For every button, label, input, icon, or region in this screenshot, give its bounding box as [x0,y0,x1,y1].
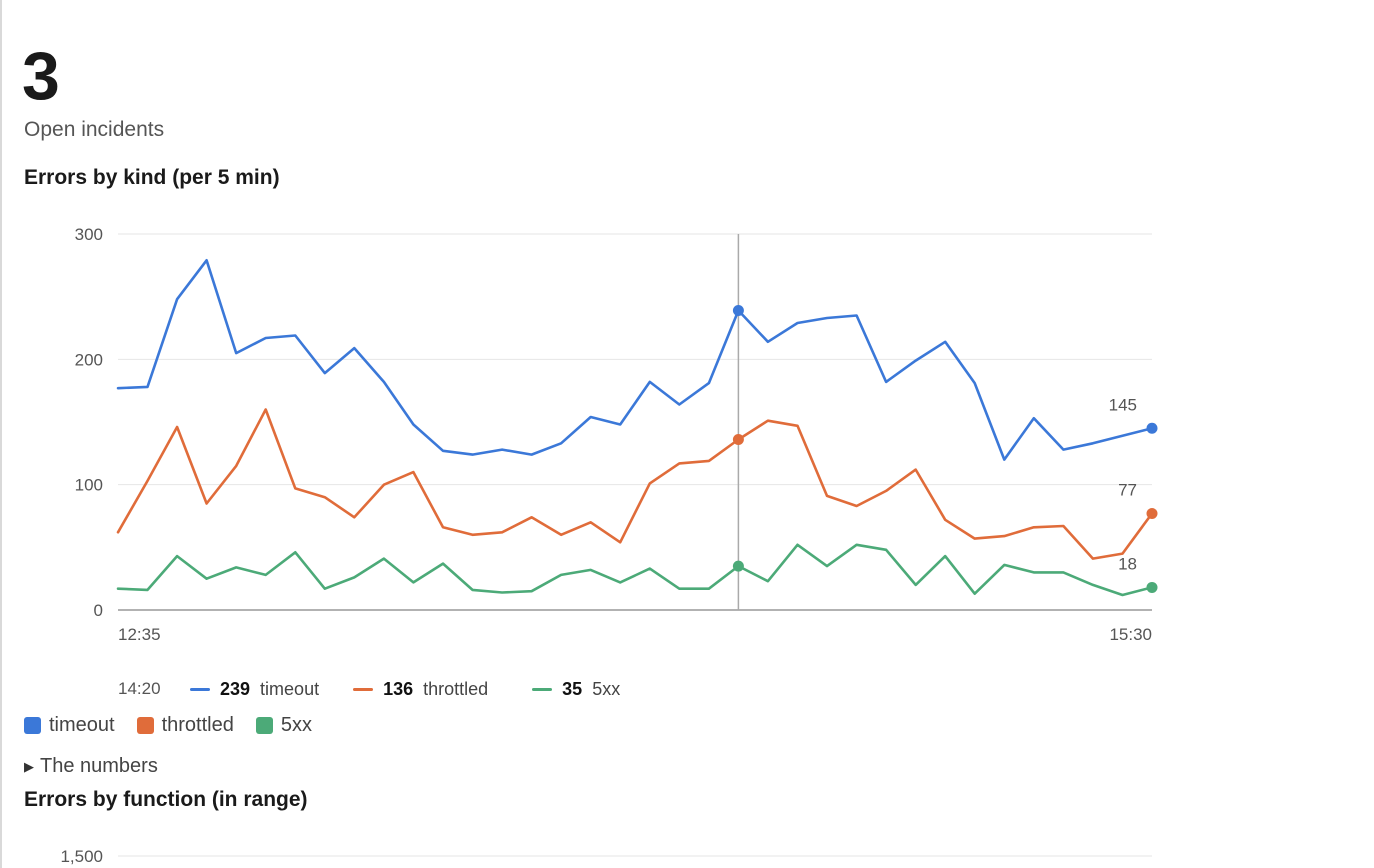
hover-series-name: throttled [423,678,489,699]
hover-readout: 14:20 239 timeout 136 throttled 35 5xx [118,677,654,701]
hover-series-name: 5xx [592,678,621,699]
square-swatch-icon [255,717,273,734]
end-label-throttled: 77 [1118,480,1137,499]
y-tick-label: 100 [75,476,103,495]
caret-right-icon: ▶ [24,758,34,774]
y-tick-label: 0 [94,601,103,620]
line-swatch-icon [353,687,374,691]
hover-item-timeout: 239 timeout [190,679,319,700]
end-point-throttled [1146,507,1158,519]
end-label-timeout: 145 [1109,395,1137,414]
series-line-timeout [116,259,1154,461]
hover-point-timeout [732,304,744,316]
line-swatch-icon [190,687,210,691]
legend-item-throttled[interactable]: throttled [136,714,234,737]
hover-point-throttled [732,434,744,446]
legend-label: throttled [161,714,234,736]
chart2-y-tick-label: 1,500 [60,847,103,866]
hover-item-throttled: 136 throttled [353,679,488,700]
end-label-5xx: 18 [1118,554,1137,573]
x-axis-start-label: 12:35 [118,625,161,644]
series-line-throttled [116,408,1154,560]
square-swatch-icon [24,717,41,734]
end-point-timeout [1146,422,1158,434]
numbers-disclosure-toggle[interactable]: ▶ The numbers [24,755,158,778]
open-incidents-label: Open incidents [24,118,165,141]
hover-series-name: timeout [260,678,320,699]
legend-item-timeout[interactable]: timeout [24,714,115,737]
chart-legend: timeout throttled 5xx [24,714,334,737]
errors-by-kind-title: Errors by kind (per 5 min) [24,166,280,189]
hover-value: 239 [220,678,251,699]
x-axis-end-label: 15:30 [1109,625,1152,644]
line-swatch-icon [532,687,553,691]
y-tick-label: 300 [75,225,103,244]
square-swatch-icon [136,717,154,734]
hover-value: 35 [562,678,583,699]
end-point-5xx [1146,581,1158,593]
legend-label: 5xx [280,714,312,736]
y-tick-label: 200 [75,350,103,369]
hover-point-5xx [732,560,744,572]
numbers-disclosure-label: The numbers [40,755,158,777]
errors-by-function-title: Errors by function (in range) [24,788,308,811]
hover-item-5xx: 35 5xx [532,679,620,700]
legend-label: timeout [49,714,115,736]
hover-value: 136 [383,678,414,699]
panel-left-border [0,0,2,868]
open-incidents-count: 3 [22,38,60,114]
series-line-5xx [116,543,1154,597]
hover-time: 14:20 [118,679,161,698]
legend-item-5xx[interactable]: 5xx [255,714,312,737]
